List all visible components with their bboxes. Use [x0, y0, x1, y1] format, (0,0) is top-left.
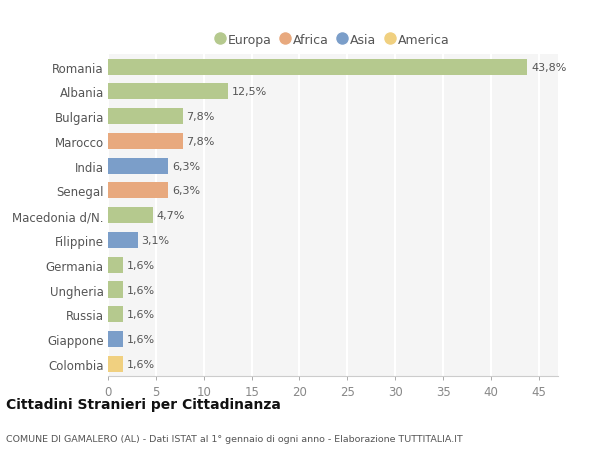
Bar — [108, 232, 137, 248]
Text: 7,8%: 7,8% — [187, 137, 215, 146]
Bar — [108, 158, 169, 174]
Bar — [108, 307, 124, 323]
Bar — [108, 257, 124, 273]
Text: 6,3%: 6,3% — [172, 186, 200, 196]
Bar — [108, 331, 124, 347]
Text: COMUNE DI GAMALERO (AL) - Dati ISTAT al 1° gennaio di ogni anno - Elaborazione T: COMUNE DI GAMALERO (AL) - Dati ISTAT al … — [6, 434, 463, 442]
Text: 3,1%: 3,1% — [142, 235, 170, 246]
Bar — [108, 134, 182, 150]
Text: 1,6%: 1,6% — [127, 359, 155, 369]
Text: 1,6%: 1,6% — [127, 285, 155, 295]
Text: Cittadini Stranieri per Cittadinanza: Cittadini Stranieri per Cittadinanza — [6, 397, 281, 412]
Text: 7,8%: 7,8% — [187, 112, 215, 122]
Legend: Europa, Africa, Asia, America: Europa, Africa, Asia, America — [212, 29, 454, 52]
Text: 4,7%: 4,7% — [157, 211, 185, 221]
Bar — [108, 183, 169, 199]
Bar — [108, 356, 124, 372]
Text: 12,5%: 12,5% — [232, 87, 267, 97]
Text: 6,3%: 6,3% — [172, 161, 200, 171]
Text: 1,6%: 1,6% — [127, 260, 155, 270]
Bar — [108, 109, 182, 125]
Bar — [108, 207, 153, 224]
Bar — [108, 59, 527, 75]
Bar — [108, 84, 227, 100]
Bar — [108, 282, 124, 298]
Text: 43,8%: 43,8% — [531, 62, 566, 73]
Text: 1,6%: 1,6% — [127, 310, 155, 319]
Text: 1,6%: 1,6% — [127, 334, 155, 344]
